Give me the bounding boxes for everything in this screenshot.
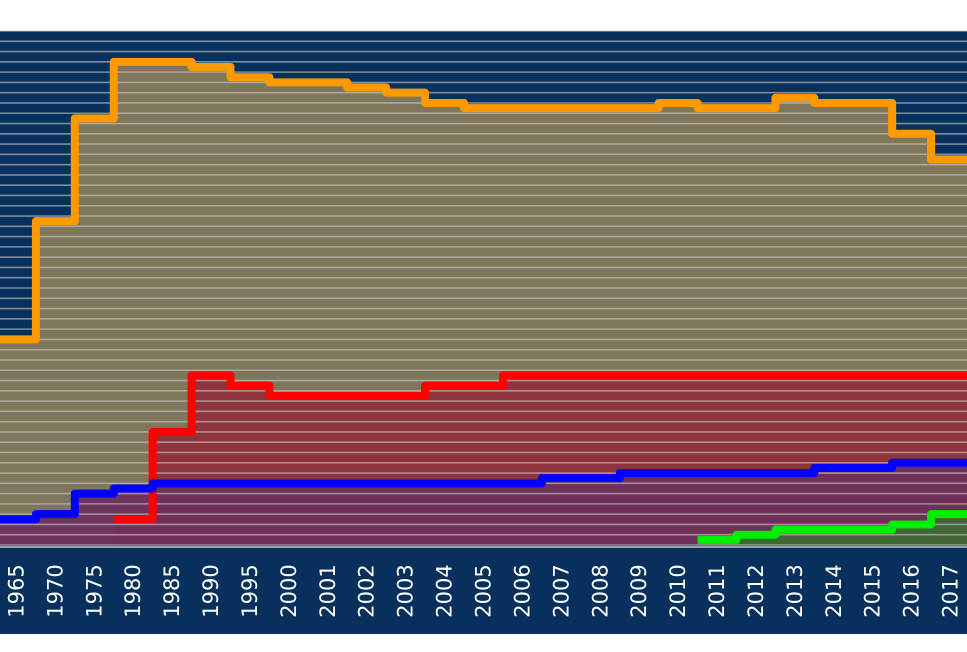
x-tick-label: 2014 (822, 564, 846, 617)
x-tick-label: 2008 (588, 564, 612, 617)
x-tick-label: 2010 (666, 564, 690, 617)
gridlines (0, 30, 967, 546)
x-tick-label: 2001 (316, 564, 340, 617)
x-tick-label: 1965 (4, 564, 28, 617)
x-tick-label: 2000 (277, 564, 301, 617)
x-tick-label: 2015 (861, 564, 885, 617)
x-tick-label: 1975 (82, 564, 106, 617)
x-tick-label: 1970 (43, 564, 67, 617)
series-line-3 (697, 510, 967, 544)
series-line-1 (113, 371, 967, 524)
x-tick-label: 1990 (199, 564, 223, 617)
series-line-0 (0, 57, 967, 344)
x-tick-label: 2003 (394, 564, 418, 617)
x-tick-label: 2006 (510, 564, 534, 617)
x-tick-label: 1980 (121, 564, 145, 617)
series-fills (0, 61, 967, 545)
x-tick-label: 2017 (939, 564, 963, 617)
x-tick-label: 2004 (433, 564, 457, 617)
x-tick-label: 2009 (627, 564, 651, 617)
x-tick-label: 2012 (744, 564, 768, 617)
x-tick-label: 2016 (900, 564, 924, 617)
series-lines (0, 57, 967, 544)
x-axis-band (0, 547, 967, 634)
x-tick-label: 2013 (783, 564, 807, 617)
x-tick-label: 1985 (160, 564, 184, 617)
x-tick-label: 1995 (238, 564, 262, 617)
x-tick-label: 2002 (355, 564, 379, 617)
x-tick-label: 2007 (549, 564, 573, 617)
x-tick-labels: 1965 1970 1975 1980 1985 1990 1995 2000 2001 2002… (4, 564, 962, 617)
x-tick-label: 2011 (705, 564, 729, 617)
series-line-2 (0, 458, 967, 524)
x-tick-label: 2005 (472, 564, 496, 617)
